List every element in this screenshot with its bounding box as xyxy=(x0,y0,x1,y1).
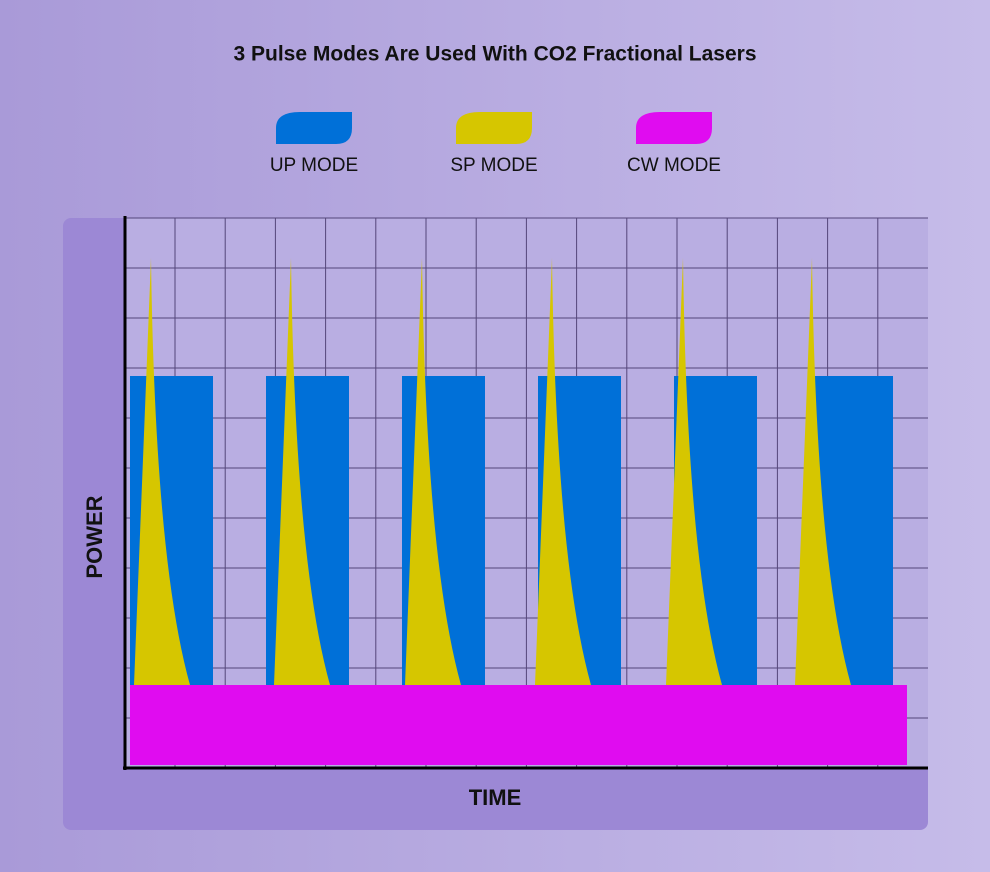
legend-label: SP MODE xyxy=(450,155,537,176)
y-axis-label: POWER xyxy=(82,495,107,578)
legend-swatch xyxy=(636,112,712,144)
sp-pulse xyxy=(535,258,591,685)
cw-pulse xyxy=(130,685,907,765)
legend: UP MODE SP MODE CW MODE xyxy=(270,112,721,176)
sp-pulse xyxy=(666,258,722,685)
legend-swatch xyxy=(276,112,352,144)
sp-pulse xyxy=(134,258,190,685)
title: 3 Pulse Modes Are Used With CO2 Fraction… xyxy=(233,43,756,66)
sp-pulse xyxy=(795,258,851,685)
sp-pulse xyxy=(274,258,330,685)
sp-pulse xyxy=(405,258,461,685)
legend-label: UP MODE xyxy=(270,155,358,176)
legend-swatch xyxy=(456,112,532,144)
x-axis-label: TIME xyxy=(469,785,522,810)
legend-label: CW MODE xyxy=(627,155,721,176)
pulses xyxy=(130,258,907,765)
